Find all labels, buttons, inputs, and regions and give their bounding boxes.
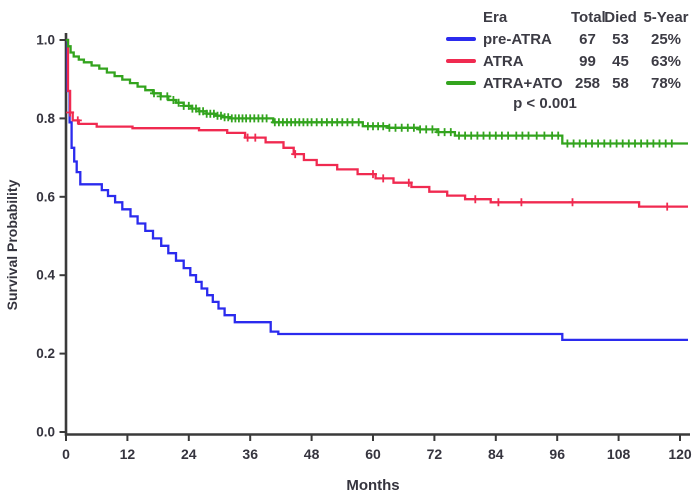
legend-row-atra-ato: ATRA+ATO 258 58 78% (440, 72, 695, 94)
censor-mark-atra-ato (224, 113, 233, 122)
x-tick-label: 120 (668, 446, 692, 462)
censor-mark-atra-ato (532, 131, 541, 140)
swatch-cell (440, 37, 482, 41)
curve-pre-atra (66, 38, 688, 342)
censor-mark-atra-ato (150, 89, 158, 98)
legend-5year-pre-atra: 25% (650, 30, 682, 48)
x-tick-label: 108 (607, 446, 631, 462)
x-tick-label: 48 (304, 446, 320, 462)
legend-row-atra: ATRA 99 45 63% (440, 50, 695, 72)
legend-died-atra-ato: 58 (612, 74, 629, 92)
x-tick-label: 72 (427, 446, 443, 462)
censor-mark-atra-ato (169, 96, 178, 104)
censor-mark-atra (66, 108, 75, 117)
legend-label-atra-ato: ATRA+ATO (483, 74, 563, 92)
censor-mark-atra-ato (163, 92, 172, 101)
censor-mark-atra (663, 202, 672, 211)
atra-ato-line-swatch (446, 81, 476, 85)
x-tick-label: 96 (549, 446, 565, 462)
x-tick-label: 12 (120, 446, 136, 462)
legend-header-total: Total (571, 8, 606, 26)
y-axis-title: Survival Probability (4, 179, 20, 310)
censor-mark-atra (517, 198, 526, 207)
pre-atra-line-swatch (446, 37, 476, 41)
y-tick-label: 0.6 (36, 189, 55, 204)
y-tick-label: 0.0 (36, 425, 55, 440)
legend-died-atra: 45 (612, 52, 629, 70)
x-axis-title: Months (346, 477, 399, 494)
legend-died-pre-atra: 53 (612, 30, 629, 48)
y-tick-label: 1.0 (36, 33, 55, 48)
survival-curves (66, 38, 688, 342)
censor-mark-atra-ato (409, 123, 418, 132)
censor-mark-atra (379, 174, 388, 183)
censor-mark-atra (73, 116, 82, 125)
censor-mark-atra-ato (446, 128, 455, 137)
censor-mark-atra (404, 178, 413, 187)
censor-mark-atra-ato (540, 131, 549, 140)
censor-mark-atra-ato (504, 131, 513, 140)
legend-label-pre-atra: pre-ATRA (483, 30, 552, 48)
censor-mark-atra-ato (379, 122, 388, 131)
p-value: p < 0.001 (513, 95, 577, 112)
y-axis-ticks: 0.0 0.2 0.4 0.6 0.8 1.0 (36, 33, 66, 440)
censor-mark-atra-ato (428, 125, 437, 134)
swatch-cell (440, 59, 482, 63)
x-tick-label: 84 (488, 446, 504, 462)
legend-header-died: Died (604, 8, 637, 26)
censor-mark-atra (369, 170, 377, 179)
censor-mark-atra-ato (174, 98, 183, 107)
censor-mark-atra-ato (262, 114, 271, 123)
censor-mark-atra (243, 133, 252, 142)
censor-mark-atra-ato (524, 131, 533, 140)
legend: Era Total Died 5-Year pre-ATRA 67 53 25%… (440, 6, 695, 112)
legend-total-pre-atra: 67 (579, 30, 596, 48)
x-tick-label: 24 (181, 446, 197, 462)
censor-mark-atra (251, 133, 260, 142)
x-tick-label: 0 (62, 446, 70, 462)
censor-mark-atra-ato (554, 131, 563, 140)
legend-total-atra-ato: 258 (574, 74, 601, 92)
legend-label-atra: ATRA (483, 52, 524, 70)
censor-mark-atra-ato (667, 139, 676, 148)
censor-mark-atra-ato (354, 118, 363, 127)
x-axis-ticks: 0 12 24 36 48 60 72 84 96 108 120 (62, 434, 692, 462)
y-tick-label: 0.2 (36, 346, 55, 361)
legend-total-atra: 99 (579, 52, 596, 70)
y-tick-label: 0.8 (36, 111, 55, 126)
censor-mark-atra (568, 198, 577, 207)
x-tick-label: 36 (242, 446, 258, 462)
legend-5year-atra-ato: 78% (650, 74, 682, 92)
legend-header-5year: 5-Year (643, 8, 689, 26)
x-tick-label: 60 (365, 446, 381, 462)
censor-mark-atra (494, 198, 503, 207)
censor-mark-atra-ato (217, 111, 225, 120)
censor-mark-atra (291, 150, 300, 159)
atra-line-swatch (446, 59, 476, 63)
legend-5year-atra: 63% (650, 52, 682, 70)
y-tick-label: 0.4 (36, 268, 55, 283)
legend-header-row: Era Total Died 5-Year (440, 6, 695, 28)
legend-header-era: Era (483, 8, 508, 26)
censor-mark-atra (471, 195, 480, 204)
swatch-cell (440, 81, 482, 85)
legend-row-pre-atra: pre-ATRA 67 53 25% (440, 28, 695, 50)
